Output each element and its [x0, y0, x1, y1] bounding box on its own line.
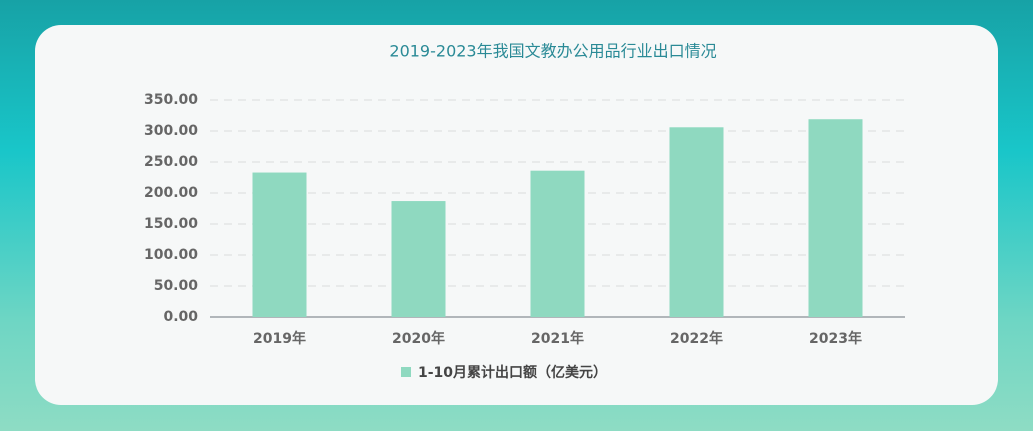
bar: [530, 170, 585, 317]
x-tick-label: 2023年: [809, 330, 862, 347]
y-tick-label: 350.00: [144, 92, 198, 108]
bar: [252, 172, 307, 317]
y-tick-label: 300.00: [144, 123, 198, 139]
y-tick-label: 50.00: [154, 278, 199, 294]
y-tick-label: 0.00: [163, 309, 198, 325]
legend-label: 1-10月累计出口额（亿美元）: [418, 364, 607, 381]
x-tick-label: 2021年: [531, 330, 584, 347]
y-tick-label: 200.00: [144, 185, 198, 201]
y-tick-label: 250.00: [144, 154, 198, 170]
bar: [669, 127, 724, 317]
x-tick-label: 2020年: [392, 330, 445, 347]
bar: [391, 201, 446, 317]
x-tick-label: 2019年: [253, 330, 306, 347]
x-tick-label: 2022年: [670, 330, 723, 347]
y-tick-label: 100.00: [144, 247, 198, 263]
legend-swatch: [401, 367, 411, 377]
y-tick-label: 150.00: [144, 216, 198, 232]
bar: [808, 119, 863, 317]
chart-title: 2019-2023年我国文教办公用品行业出口情况: [389, 42, 716, 61]
